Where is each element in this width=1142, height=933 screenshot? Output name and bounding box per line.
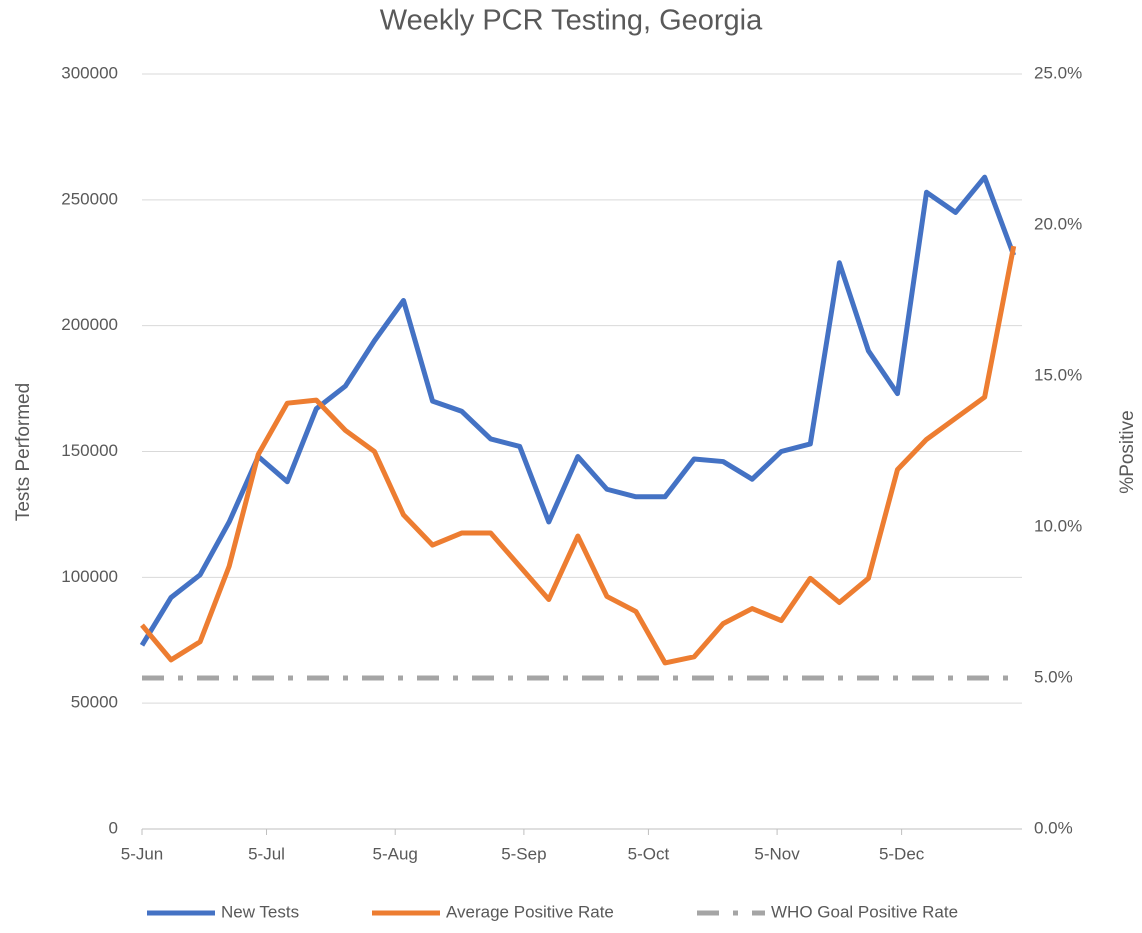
legend-label: WHO Goal Positive Rate — [771, 902, 958, 921]
y-tick-label: 100000 — [61, 567, 118, 586]
x-tick-label: 5-Jul — [248, 844, 285, 863]
y-tick-label: 150000 — [61, 441, 118, 460]
y-tick-label: 200000 — [61, 315, 118, 334]
y2-tick-label: 10.0% — [1034, 516, 1082, 535]
series-line — [140, 245, 1017, 666]
x-tick-label: 5-Sep — [501, 844, 546, 863]
y-tick-label: 50000 — [71, 693, 118, 712]
y2-axis-label: %Positive — [1117, 410, 1138, 493]
chart-title: Weekly PCR Testing, Georgia — [380, 5, 763, 37]
x-tick-label: 5-Nov — [754, 844, 800, 863]
x-tick-label: 5-Oct — [628, 844, 670, 863]
y2-tick-label: 5.0% — [1034, 667, 1073, 686]
y2-tick-label: 20.0% — [1034, 214, 1082, 233]
y2-tick-label: 0.0% — [1034, 818, 1073, 837]
legend-label: New Tests — [221, 902, 299, 921]
y-axis-label: Tests Performed — [13, 383, 34, 521]
x-tick-label: 5-Dec — [879, 844, 925, 863]
y-tick-label: 0 — [109, 818, 118, 837]
legend-label: Average Positive Rate — [446, 902, 614, 921]
y-tick-label: 250000 — [61, 189, 118, 208]
y2-tick-label: 25.0% — [1034, 63, 1082, 82]
x-tick-label: 5-Aug — [373, 844, 418, 863]
y2-tick-label: 15.0% — [1034, 365, 1082, 384]
y-tick-label: 300000 — [61, 63, 118, 82]
x-tick-label: 5-Jun — [121, 844, 164, 863]
series-line — [139, 174, 1017, 647]
